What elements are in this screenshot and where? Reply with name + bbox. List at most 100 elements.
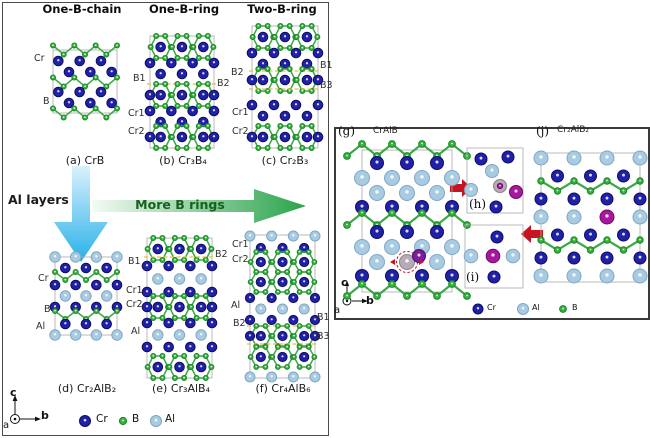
atom-highlight [145, 321, 149, 324]
atom-highlight [52, 107, 54, 110]
atom-highlight [405, 160, 409, 164]
atom-highlight [435, 229, 439, 233]
atom-highlight [277, 345, 279, 348]
atom-highlight [204, 316, 207, 319]
atom-highlight [161, 376, 164, 379]
atom-highlight [361, 142, 363, 145]
atom-highlight [259, 307, 263, 310]
atom-highlight [145, 264, 149, 267]
atom-highlight [62, 53, 65, 56]
atom-highlight [622, 173, 625, 177]
atom-highlight [307, 345, 310, 348]
atom-highlight [248, 296, 252, 299]
atom-highlight [273, 78, 276, 81]
atom-highlight [212, 135, 216, 138]
atom-highlight [189, 321, 192, 324]
atom-highlight [115, 283, 119, 286]
atom-highlight [255, 290, 258, 293]
atom-highlight [210, 305, 214, 308]
atom-highlight [190, 305, 192, 308]
atom-highlight [155, 82, 158, 85]
atom-highlight [288, 46, 291, 49]
atom-highlight [161, 294, 164, 297]
atom-highlight [257, 89, 260, 92]
atom-highlight [259, 334, 262, 337]
atom-highlight [185, 82, 188, 85]
atom-highlight [301, 67, 304, 70]
atom-highlight [451, 142, 453, 145]
atom-highlight [266, 124, 269, 127]
label-f-b3: B3 [317, 331, 330, 342]
atom-highlight [281, 280, 284, 283]
atom-highlight [152, 236, 155, 239]
atom-highlight [152, 354, 155, 357]
atom-highlight [148, 135, 152, 138]
atom-highlight [451, 211, 453, 214]
atom-highlight [110, 70, 113, 73]
atom-highlight [178, 332, 181, 336]
atom-highlight [164, 82, 167, 85]
atom-highlight [73, 44, 76, 47]
atom-highlight [202, 45, 205, 48]
label-d-cr: Cr [38, 273, 49, 284]
atom-highlight [605, 273, 609, 277]
atom-highlight [573, 238, 575, 241]
atom-highlight [189, 290, 192, 293]
atom-highlight [176, 56, 179, 59]
atom-highlight [195, 294, 198, 297]
atom-highlight [180, 135, 184, 138]
atom-highlight [64, 322, 67, 325]
atom-highlight [259, 260, 262, 263]
atom-highlight [639, 179, 641, 182]
atom-highlight [84, 266, 88, 269]
atom-highlight [361, 211, 363, 214]
atom-highlight [53, 254, 57, 258]
atom-highlight [288, 89, 291, 92]
atom-highlight [305, 78, 309, 81]
atom-highlight [84, 322, 88, 325]
atom-highlight [279, 46, 282, 49]
atom-highlight [266, 67, 269, 70]
atom-highlight [116, 107, 118, 110]
atom-highlight [261, 135, 265, 138]
atom-highlight [159, 93, 162, 96]
atom-highlight [212, 93, 216, 96]
atom-highlight [174, 376, 176, 379]
atom-highlight [189, 345, 192, 348]
atom-highlight [95, 254, 98, 258]
atom-highlight [84, 85, 86, 88]
atom-highlight [292, 375, 295, 378]
atom-highlight [261, 114, 265, 117]
atom-highlight [539, 273, 543, 277]
atom-highlight [421, 211, 423, 214]
atom-highlight [84, 53, 86, 56]
atom-highlight [200, 305, 203, 308]
header-one-b-chain: One-B-chain [42, 2, 122, 16]
atom-highlight [279, 124, 282, 127]
atom-highlight [292, 234, 295, 237]
atom-highlight [116, 270, 118, 273]
atom-highlight [273, 135, 276, 138]
atom-highlight [210, 365, 213, 368]
atom-highlight [264, 365, 267, 368]
atom-highlight [420, 244, 424, 248]
label-b-cr2: Cr2 [128, 126, 145, 137]
atom-highlight [376, 294, 378, 297]
atom-highlight [479, 156, 483, 160]
atom-highlight [277, 324, 279, 327]
atom-highlight [202, 93, 205, 96]
atom-highlight [156, 332, 160, 336]
atom-highlight [436, 154, 438, 157]
atom-highlight [492, 274, 496, 278]
atom-highlight [313, 375, 317, 378]
atom-highlight [105, 322, 108, 325]
axis-right-b: b [366, 294, 374, 307]
atom-highlight [195, 354, 198, 357]
atom-highlight [264, 250, 267, 253]
atom-highlight [171, 135, 173, 138]
atom-highlight [152, 316, 155, 319]
atom-highlight [376, 223, 378, 226]
label-f-cr1: Cr1 [232, 239, 249, 250]
atom-highlight [307, 270, 310, 273]
atom-highlight [376, 154, 378, 157]
